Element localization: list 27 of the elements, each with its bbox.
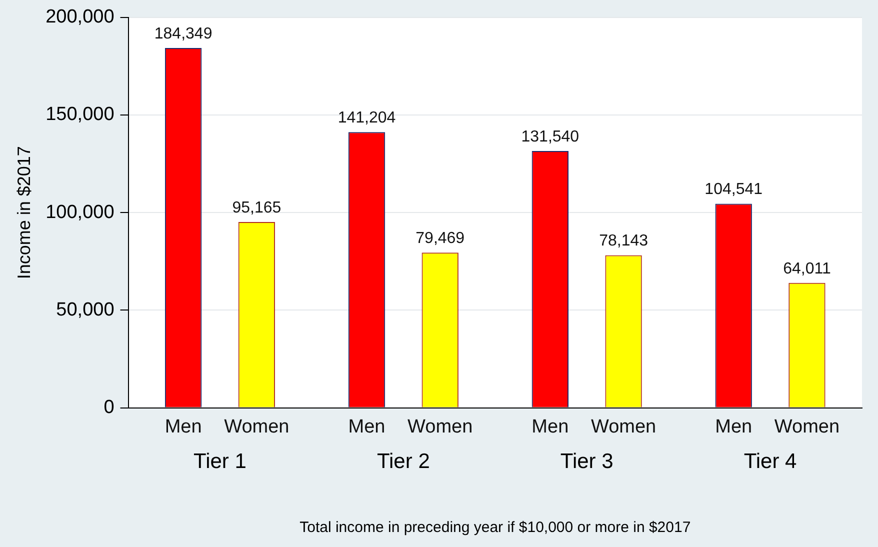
data-label: 79,469 (416, 230, 465, 248)
data-label: 131,540 (521, 128, 580, 146)
data-label: 78,143 (599, 232, 648, 250)
text: Women (224, 416, 290, 438)
y-axis-title: Income in $2017 (14, 146, 34, 280)
text: Women (408, 416, 473, 438)
x-tick-label: Tier 1 (194, 450, 246, 474)
y-tick-label: 150,000 (46, 104, 114, 126)
text: Men (715, 416, 752, 438)
x-tick-label: Tier 3 (560, 450, 614, 474)
text: Men (532, 416, 569, 438)
y-tick-label: 50,000 (56, 299, 114, 320)
y-tick-label: 0 (104, 397, 114, 418)
data-label: 141,204 (338, 110, 396, 127)
data-label: 104,541 (704, 181, 763, 198)
x-tick-label: Tier 2 (376, 450, 430, 474)
x-axis-title: Total income in preceding year if $10,000 or more in $2017 (300, 519, 691, 536)
series-label: Men (348, 416, 386, 438)
y-tick-label: 100,000 (46, 202, 114, 223)
data-label: 95,165 (232, 199, 282, 216)
text: Men (164, 416, 202, 438)
y-tick-label: 200,000 (46, 6, 114, 28)
series-label: Women (774, 416, 840, 438)
text: Women (590, 416, 656, 438)
data-label: 184,349 (154, 25, 212, 42)
x-tick-label: Tier 4 (744, 450, 798, 474)
data-label: 64,011 (783, 260, 831, 278)
